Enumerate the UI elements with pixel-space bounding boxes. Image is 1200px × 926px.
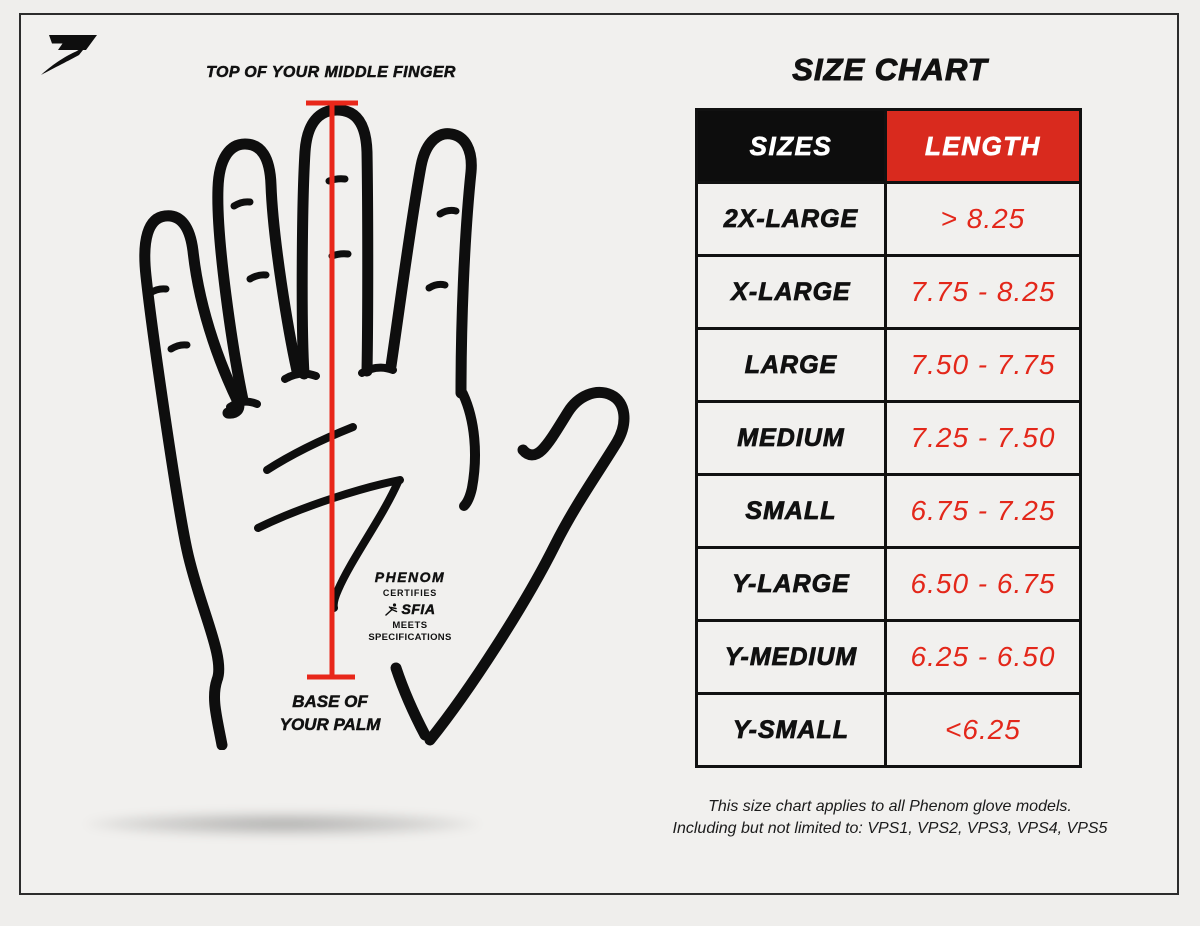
base-of-palm-line1: BASE OF: [292, 692, 368, 712]
hand-shadow: [85, 812, 480, 836]
sfia-wordmark: SFIA: [401, 601, 436, 617]
length-cell: 7.50 - 7.75: [883, 330, 1079, 400]
base-of-palm-label: BASE OF YOUR PALM: [230, 690, 430, 736]
table-row: LARGE 7.50 - 7.75: [698, 327, 1079, 400]
size-cell: Y-SMALL: [732, 715, 850, 744]
table-row: MEDIUM 7.25 - 7.50: [698, 400, 1079, 473]
table-row: 2X-LARGE > 8.25: [698, 181, 1079, 254]
table-row: Y-SMALL <6.25: [698, 692, 1079, 765]
footnote-line2: Including but not limited to: VPS1, VPS2…: [672, 819, 1108, 837]
length-cell: 7.75 - 8.25: [883, 257, 1079, 327]
column-header-sizes: SIZES: [698, 111, 884, 181]
sfia-runner-icon: [384, 602, 397, 616]
size-cell: Y-MEDIUM: [724, 642, 858, 671]
length-cell: 7.25 - 7.50: [883, 403, 1079, 473]
size-cell: SMALL: [745, 496, 837, 525]
length-cell: <6.25: [883, 695, 1079, 765]
sfia-logo: SFIA: [348, 602, 472, 616]
size-cell: Y-LARGE: [732, 569, 850, 598]
phenom-logo-icon: [41, 35, 97, 75]
stamp-phenom-wordmark: PHENOM: [374, 569, 446, 585]
table-row: Y-LARGE 6.50 - 6.75: [698, 546, 1079, 619]
footnote-line1: This size chart applies to all Phenom gl…: [708, 798, 1072, 815]
top-of-middle-finger-label: TOP OF YOUR MIDDLE FINGER: [206, 64, 456, 82]
table-header-row: SIZES LENGTH: [698, 111, 1079, 181]
size-cell: 2X-LARGE: [723, 204, 859, 233]
length-cell: 6.25 - 6.50: [883, 622, 1079, 692]
hand-outline: [139, 104, 630, 750]
length-cell: 6.50 - 6.75: [883, 549, 1079, 619]
size-cell: X-LARGE: [731, 277, 851, 306]
size-cell: LARGE: [744, 350, 838, 379]
stamp-meets-label: MEETS: [392, 620, 428, 631]
table-row: Y-MEDIUM 6.25 - 6.50: [698, 619, 1079, 692]
measurement-line: [306, 100, 358, 680]
length-cell: > 8.25: [883, 184, 1079, 254]
column-header-length: LENGTH: [883, 111, 1079, 181]
size-cell: MEDIUM: [737, 423, 845, 452]
table-row: X-LARGE 7.75 - 8.25: [698, 254, 1079, 327]
size-chart-title: SIZE CHART: [792, 52, 988, 88]
table-row: SMALL 6.75 - 7.25: [698, 473, 1079, 546]
base-of-palm-line2: YOUR PALM: [279, 715, 381, 735]
stamp-certifies-label: CERTIFIES: [382, 588, 438, 598]
length-cell: 6.75 - 7.25: [883, 476, 1079, 546]
sfia-certification-stamp: PHENOM CERTIFIES SFIA MEETS SPECIFICATIO…: [348, 570, 472, 642]
chart-footnote: This size chart applies to all Phenom gl…: [660, 796, 1120, 839]
size-chart-table: SIZES LENGTH 2X-LARGE > 8.25 X-LARGE 7.7…: [695, 108, 1082, 768]
hand-illustration: [139, 100, 630, 750]
stamp-specifications-label: SPECIFICATIONS: [368, 631, 452, 643]
